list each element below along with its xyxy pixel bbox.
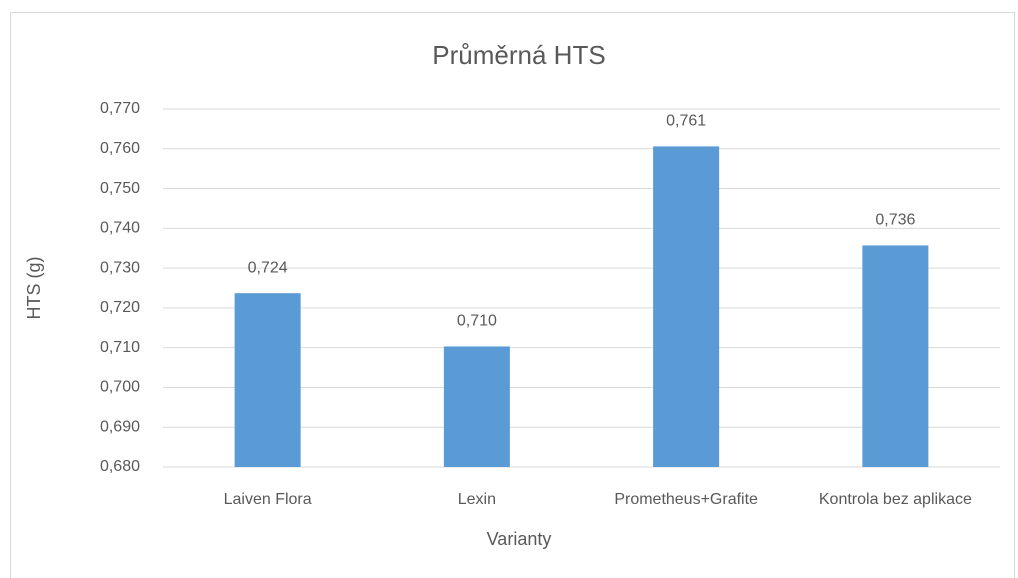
x-tick-label: Prometheus+Grafite (614, 491, 758, 508)
x-tick-label: Laiven Flora (224, 491, 312, 508)
y-tick-label: 0,680 (100, 458, 140, 475)
y-tick-label: 0,700 (100, 379, 140, 396)
data-label: 0,724 (248, 259, 288, 276)
x-tick-label: Kontrola bez aplikace (819, 491, 972, 508)
y-tick-label: 0,770 (100, 100, 140, 117)
x-axis-title: Varianty (487, 529, 552, 549)
y-tick-label: 0,710 (100, 339, 140, 356)
bar (443, 346, 510, 467)
data-label: 0,710 (457, 313, 497, 330)
y-tick-label: 0,720 (100, 299, 140, 316)
y-tick-label: 0,750 (100, 180, 140, 197)
data-label: 0,761 (666, 113, 706, 130)
y-axis-title: HTS (g) (24, 257, 44, 320)
chart-title: Průměrná HTS (432, 40, 605, 70)
bar (862, 245, 929, 467)
y-tick-label: 0,730 (100, 259, 140, 276)
bar (234, 293, 301, 467)
data-label: 0,736 (875, 212, 915, 229)
bar (653, 146, 720, 467)
x-tick-label: Lexin (458, 491, 496, 508)
chart-border (10, 12, 1015, 578)
y-tick-label: 0,760 (100, 140, 140, 157)
y-tick-label: 0,740 (100, 220, 140, 237)
y-tick-label: 0,690 (100, 418, 140, 435)
